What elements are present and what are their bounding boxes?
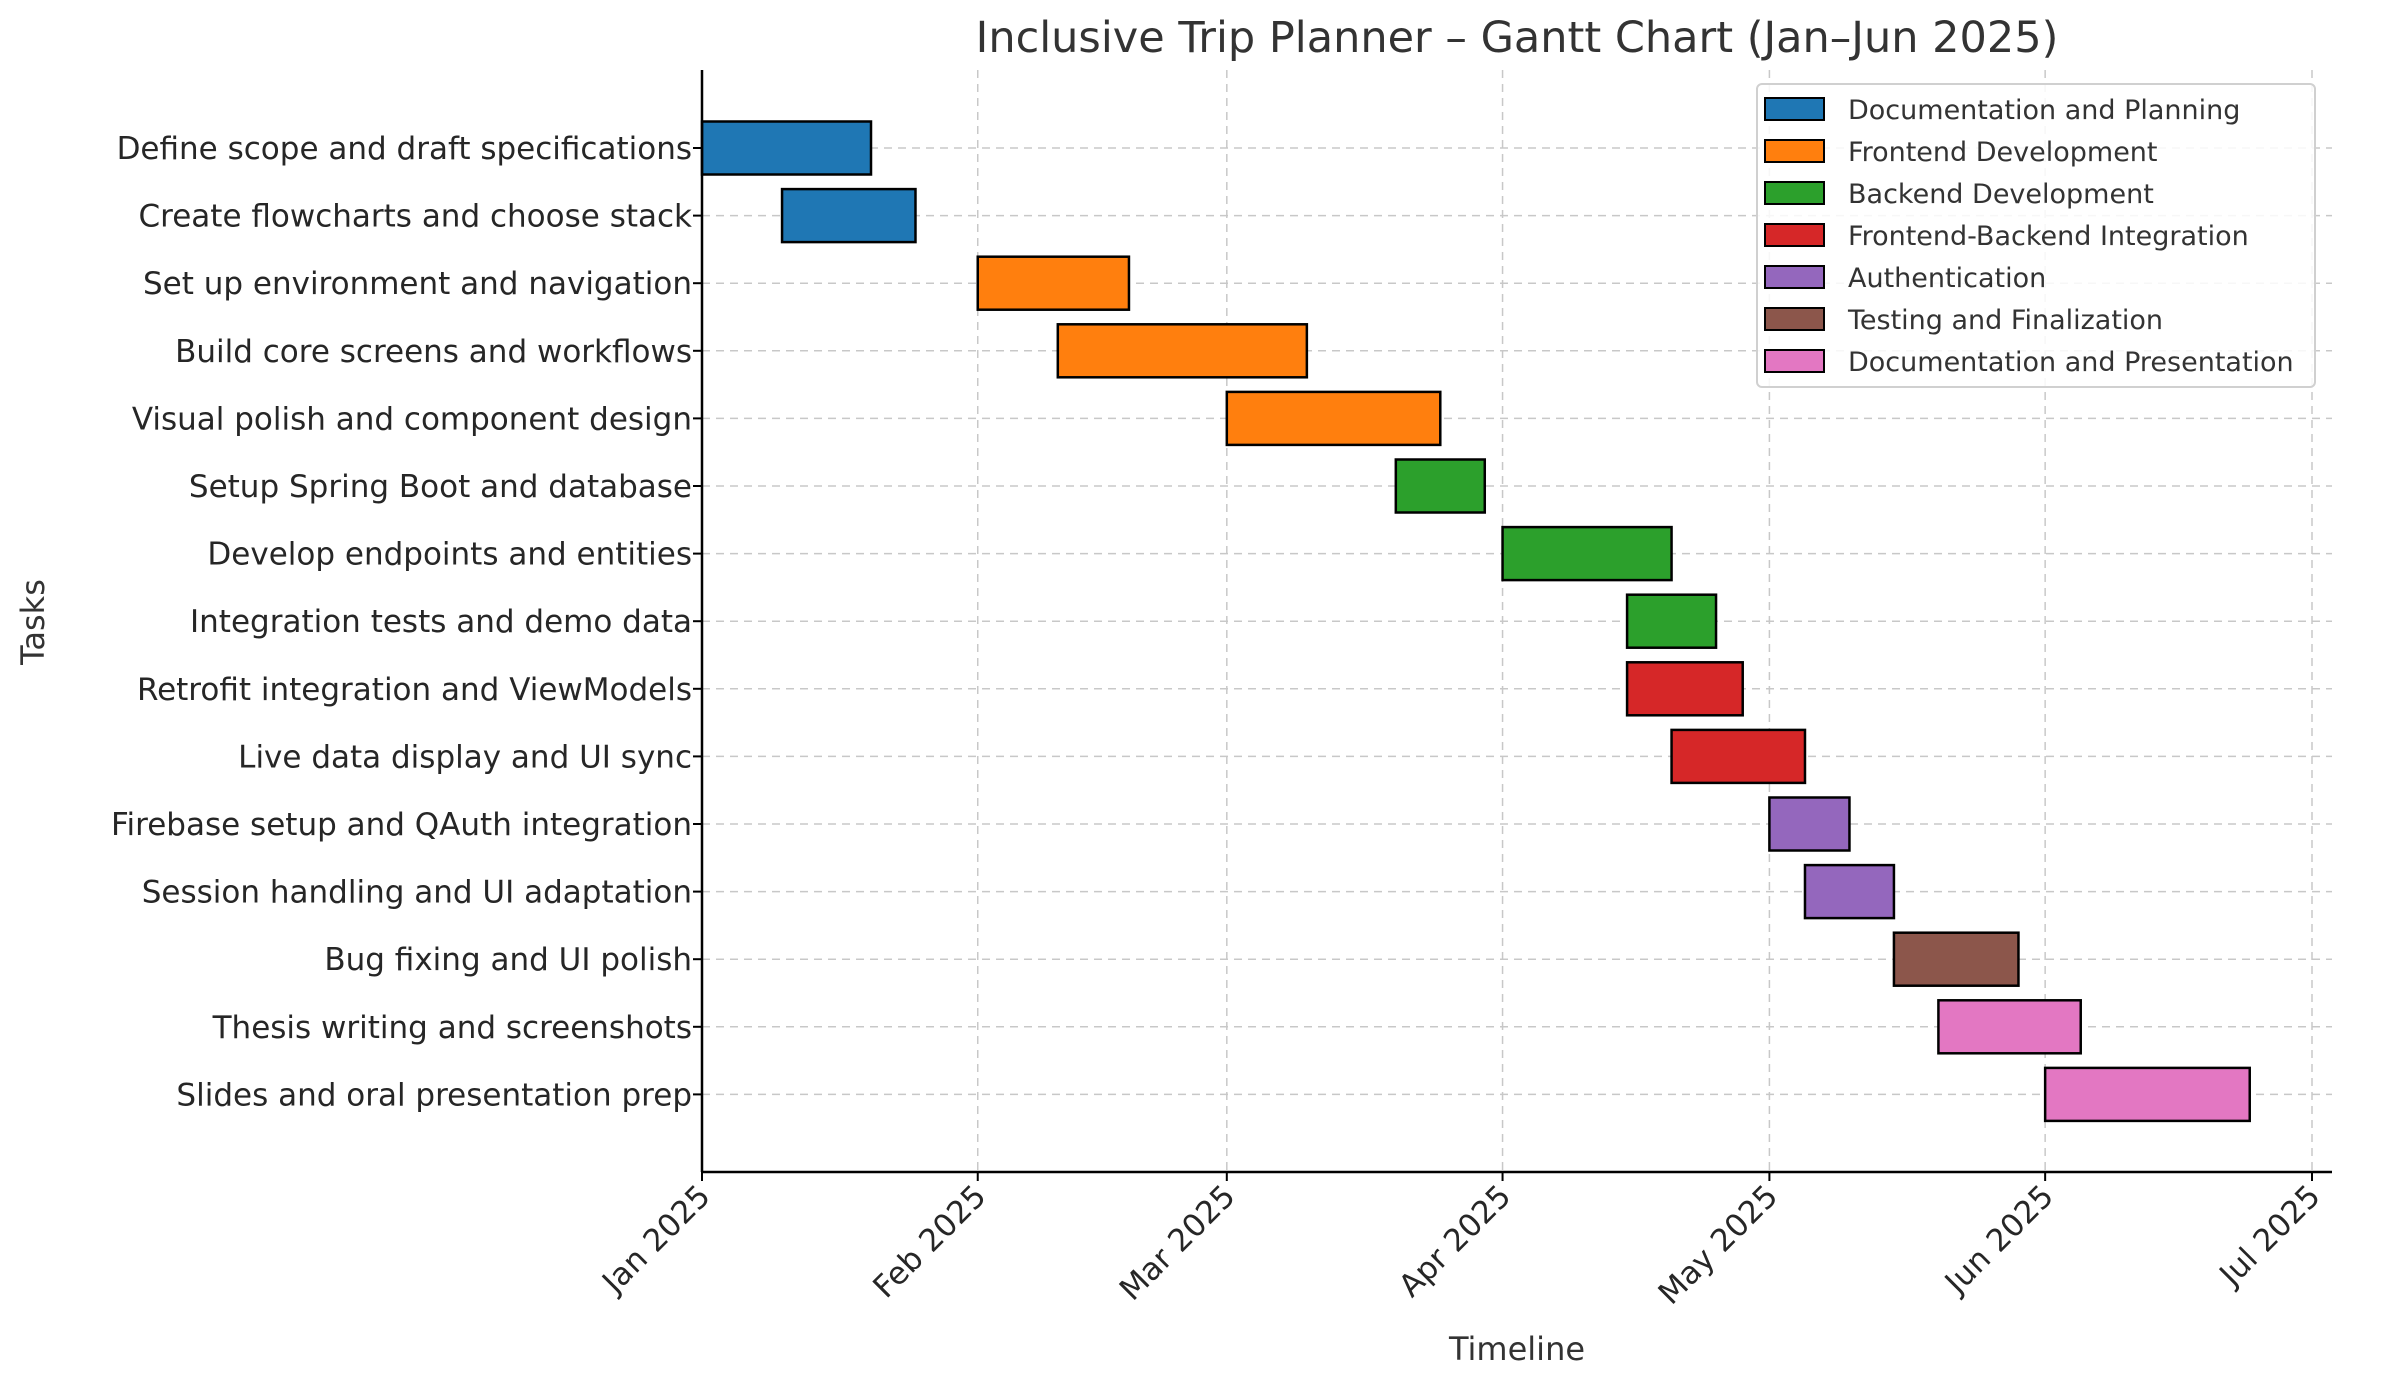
y-tick-label: Live data display and UI sync — [238, 739, 692, 775]
legend-swatch — [1764, 349, 1825, 373]
task-bar — [1394, 458, 1487, 514]
legend-swatch — [1764, 181, 1825, 205]
task-bar — [1937, 999, 2082, 1055]
legend-swatch — [1764, 139, 1825, 163]
task-bar — [2043, 1066, 2251, 1123]
x-tick-label: Jan 2025 — [594, 1178, 717, 1301]
y-tick-label: Develop endpoints and entities — [207, 537, 692, 573]
legend-items: Documentation and Planning Frontend Devel… — [1764, 95, 2294, 378]
legend-swatch — [1764, 223, 1825, 247]
legend-label: Documentation and Presentation — [1848, 347, 2294, 378]
task-bar — [1892, 931, 2020, 987]
legend-swatch — [1764, 307, 1825, 331]
task-bar — [700, 120, 873, 176]
legend-label: Documentation and Planning — [1848, 95, 2240, 126]
x-tick-label: Jul 2025 — [2212, 1178, 2328, 1294]
legend-label: Backend Development — [1848, 179, 2154, 210]
y-tick-label: Define scope and draft specifications — [117, 131, 692, 167]
y-tick-label: Integration tests and demo data — [190, 604, 692, 640]
legend-swatch — [1764, 97, 1825, 121]
task-bar — [976, 255, 1131, 311]
y-tick-label: Build core screens and workflows — [175, 334, 692, 370]
y-tick-label: Firebase setup and QAuth integration — [111, 807, 692, 843]
legend-swatch — [1764, 265, 1825, 289]
y-tick-label: Thesis writing and screenshots — [212, 1010, 692, 1046]
legend-label: Authentication — [1848, 263, 2046, 294]
task-bar — [780, 187, 917, 244]
task-bar — [1056, 323, 1309, 379]
task-bar — [1625, 661, 1744, 717]
task-bar — [1625, 593, 1718, 649]
y-tick-label: Create flowcharts and choose stack — [139, 199, 693, 235]
task-bar — [1768, 796, 1851, 852]
legend-label: Testing and Finalization — [1847, 305, 2163, 336]
x-tick-label: Feb 2025 — [866, 1178, 993, 1305]
x-tick-label: Jun 2025 — [1937, 1178, 2061, 1302]
y-tick-label: Bug fixing and UI polish — [324, 942, 692, 978]
legend-label: Frontend-Backend Integration — [1848, 221, 2249, 252]
y-tick-label: Session handling and UI adaptation — [142, 875, 692, 911]
chart-title: Inclusive Trip Planner – Gantt Chart (Ja… — [976, 13, 2059, 63]
y-tick-label: Set up environment and navigation — [143, 266, 692, 302]
y-tick-label: Slides and oral presentation prep — [176, 1077, 692, 1113]
x-tick-label: May 2025 — [1652, 1178, 1786, 1312]
legend-label: Frontend Development — [1848, 137, 2158, 168]
legend-frame — [1756, 83, 2316, 388]
task-bar — [1501, 525, 1673, 582]
legend: Documentation and Planning Frontend Devel… — [1756, 83, 2316, 388]
y-tick-label: Visual polish and component design — [132, 401, 692, 437]
x-axis-title: Timeline — [1448, 1330, 1585, 1368]
x-tick-label: Mar 2025 — [1113, 1178, 1243, 1308]
y-axis-title: Tasks — [14, 579, 52, 666]
task-bar — [1225, 390, 1442, 447]
task-bar — [1803, 863, 1896, 920]
y-tick-label: Setup Spring Boot and database — [189, 469, 692, 505]
task-bar — [1670, 728, 1807, 785]
x-tick-label: Apr 2025 — [1392, 1178, 1518, 1304]
y-tick-label: Retrofit integration and ViewModels — [137, 672, 692, 708]
